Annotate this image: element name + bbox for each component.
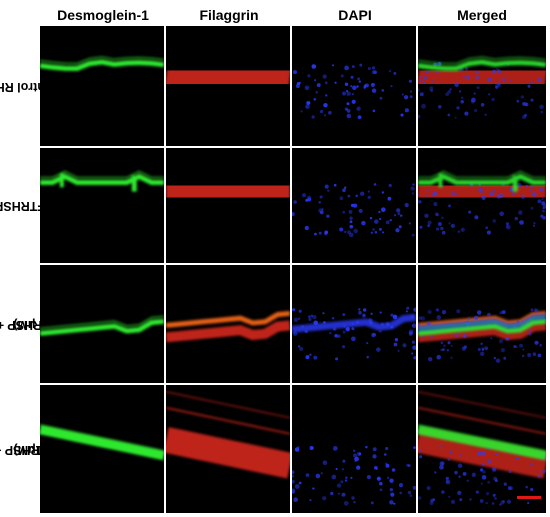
micrograph-fisetin-merged (418, 265, 546, 383)
column-header-desmoglein: Desmoglein-1 (57, 7, 149, 23)
row-label-control: Control RHSE (0, 26, 61, 146)
column-header-merged: Merged (457, 7, 507, 23)
micrograph-fisetin-desmoglein (40, 265, 164, 383)
micrograph-fisetin-filaggrin (166, 265, 290, 383)
micrograph-control-desmoglein (40, 26, 164, 146)
row-label-vitd3: FTRHSP + Vit-D₃(0.1μM) (0, 385, 57, 513)
micrograph-fisetin-dapi (292, 265, 416, 383)
scale-bar (517, 496, 541, 499)
row-label-ftrhsp: FTRHSP (0, 148, 45, 263)
micrograph-ftrhsp-dapi (292, 148, 416, 263)
micrograph-vitd3-dapi (292, 385, 416, 513)
row-label-fisetin: FTRHSP + Fisetin(30 μM) (0, 265, 57, 383)
column-header-dapi: DAPI (338, 7, 372, 23)
column-header-filaggrin: Filaggrin (199, 7, 259, 23)
micrograph-control-dapi (292, 26, 416, 146)
micrograph-ftrhsp-merged (418, 148, 546, 263)
micrograph-vitd3-filaggrin (166, 385, 290, 513)
micrograph-control-merged (418, 26, 546, 146)
micrograph-grid (40, 26, 546, 513)
micrograph-ftrhsp-filaggrin (166, 148, 290, 263)
micrograph-vitd3-merged (418, 385, 546, 513)
micrograph-control-filaggrin (166, 26, 290, 146)
micrograph-vitd3-desmoglein (40, 385, 164, 513)
row-label-ftrhsp-line1: FTRHSP (0, 199, 45, 213)
micrograph-ftrhsp-desmoglein (40, 148, 164, 263)
